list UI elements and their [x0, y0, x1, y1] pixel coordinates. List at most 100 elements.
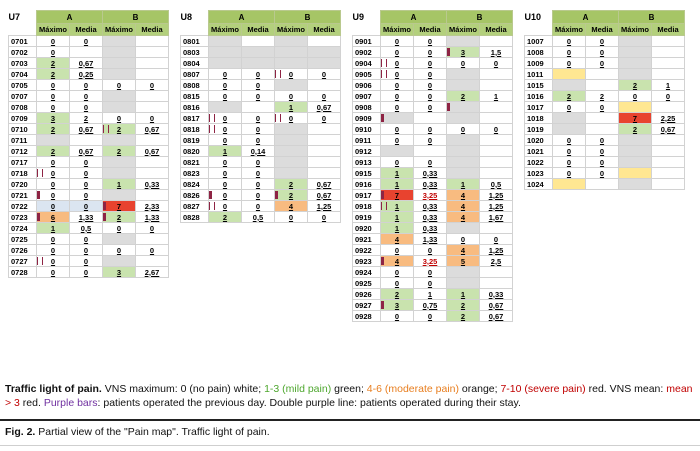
- bed-row: 0826 0 0 2 0,67: [180, 189, 341, 201]
- pain-value: 0,33: [422, 201, 438, 211]
- bed-row: 1018 7 2,25: [524, 112, 685, 124]
- pain-value: 2: [288, 190, 294, 200]
- pain-cell: 1,33: [413, 233, 447, 245]
- pain-cell: [479, 35, 513, 47]
- double-purple-line: [37, 169, 43, 177]
- bed-row: 0923 4 3,25 5 2,5: [352, 255, 513, 267]
- pain-cell: [552, 123, 586, 135]
- bed-id: 0906: [352, 79, 381, 91]
- pain-value: 1: [394, 223, 400, 233]
- pain-cell: 0: [552, 134, 586, 146]
- pain-cell: 0: [69, 233, 103, 245]
- pain-cell: 0: [241, 167, 275, 179]
- bed-id: 0912: [352, 145, 381, 157]
- bed-id: 1018: [524, 112, 553, 124]
- legend-segment: 1-3 (mild pain): [264, 383, 332, 395]
- pain-cell: 0: [413, 57, 447, 69]
- pain-cell: 0: [135, 112, 169, 124]
- pain-cell: 2: [618, 79, 652, 91]
- legend-segment: VNS maximum: 0 (no pain) white;: [101, 383, 265, 395]
- bed-row: 0828 2 0,5 0 0: [180, 211, 341, 223]
- pain-cell: 0: [69, 244, 103, 256]
- pain-value: 0: [394, 47, 400, 57]
- pain-value: 1,33: [144, 212, 160, 222]
- maximo-header: Máximo: [380, 23, 414, 36]
- pain-value: 0: [599, 36, 605, 46]
- pain-cell: [651, 167, 685, 179]
- pain-cell: 0: [36, 101, 70, 113]
- pain-cell: [651, 145, 685, 157]
- pain-cell: 1: [413, 288, 447, 300]
- pain-cell: 2: [446, 299, 480, 311]
- bed-id: 0711: [8, 134, 37, 146]
- pain-cell: [102, 156, 136, 168]
- pain-cell: 0: [36, 200, 70, 212]
- pain-cell: [618, 57, 652, 69]
- pain-cell: 0: [69, 35, 103, 47]
- pain-value: 0: [566, 102, 572, 112]
- pain-value: 2: [394, 289, 400, 299]
- pain-cell: 1,25: [479, 200, 513, 212]
- pain-cell: 0: [102, 222, 136, 234]
- bed-id: 0705: [8, 79, 37, 91]
- bed-id: 0724: [8, 222, 37, 234]
- pain-cell: 0: [413, 35, 447, 47]
- bed-row: 0911 0 0: [352, 134, 513, 146]
- pain-cell: 0: [380, 310, 414, 322]
- bed-id: 0807: [180, 68, 209, 80]
- pain-value: 0: [222, 135, 228, 145]
- pain-value: 0: [255, 201, 261, 211]
- bed-row: 0926 2 1 1 0,33: [352, 288, 513, 300]
- pain-cell: 0: [241, 200, 275, 212]
- pain-value: 7: [116, 201, 122, 211]
- pain-value: 1,5: [490, 47, 502, 57]
- maximo-header: Máximo: [208, 23, 242, 36]
- pain-value: 1: [394, 179, 400, 189]
- bed-row: 0905 0 0: [352, 68, 513, 80]
- pain-value: 0: [427, 245, 433, 255]
- pain-value: 0: [222, 80, 228, 90]
- pain-value: 0: [83, 80, 89, 90]
- pain-cell: 0: [307, 112, 341, 124]
- pain-cell: 0: [380, 123, 414, 135]
- bed-id: 0919: [352, 211, 381, 223]
- pain-value: 0: [149, 223, 155, 233]
- pain-value: 0,33: [422, 168, 438, 178]
- pain-cell: [274, 123, 308, 135]
- bed-id: 0927: [352, 299, 381, 311]
- pain-cell: 1: [380, 178, 414, 190]
- pain-cell: 0: [380, 68, 414, 80]
- bed-id: 1009: [524, 57, 553, 69]
- pain-cell: 3: [446, 46, 480, 58]
- bed-row: 0709 3 2 0 0: [8, 112, 169, 124]
- bed-row: 0703 2 0,67: [8, 57, 169, 69]
- caption-top-rule: [0, 419, 700, 421]
- pain-cell: 3,25: [413, 189, 447, 201]
- pain-cell: [446, 35, 480, 47]
- legend-segment: orange;: [459, 383, 501, 395]
- pain-cell: 0: [208, 123, 242, 135]
- pain-cell: [479, 79, 513, 91]
- pain-cell: [307, 79, 341, 91]
- pain-value: 0,67: [660, 124, 676, 134]
- bed-row: 0711: [8, 134, 169, 146]
- pain-value: 0: [222, 124, 228, 134]
- pain-value: 3: [116, 267, 122, 277]
- pain-value: 3: [394, 300, 400, 310]
- bed-row: 0818 0 0: [180, 123, 341, 135]
- pain-value: 0: [50, 168, 56, 178]
- pain-cell: [102, 46, 136, 58]
- pain-cell: 0: [651, 90, 685, 102]
- pain-value: 0: [427, 69, 433, 79]
- pain-cell: 1,67: [479, 211, 513, 223]
- pain-value: 2: [632, 124, 638, 134]
- bed-row: 0902 0 0 3 1,5: [352, 46, 513, 58]
- bed-id: 1011: [524, 68, 553, 80]
- header-row-groups: U7 A B: [8, 10, 169, 24]
- pain-cell: 0,67: [651, 123, 685, 135]
- pain-cell: [479, 277, 513, 289]
- pain-value: 0: [50, 157, 56, 167]
- pain-value: 2: [50, 58, 56, 68]
- pain-value: 0: [321, 113, 327, 123]
- bed-row: 1021 0 0: [524, 145, 685, 157]
